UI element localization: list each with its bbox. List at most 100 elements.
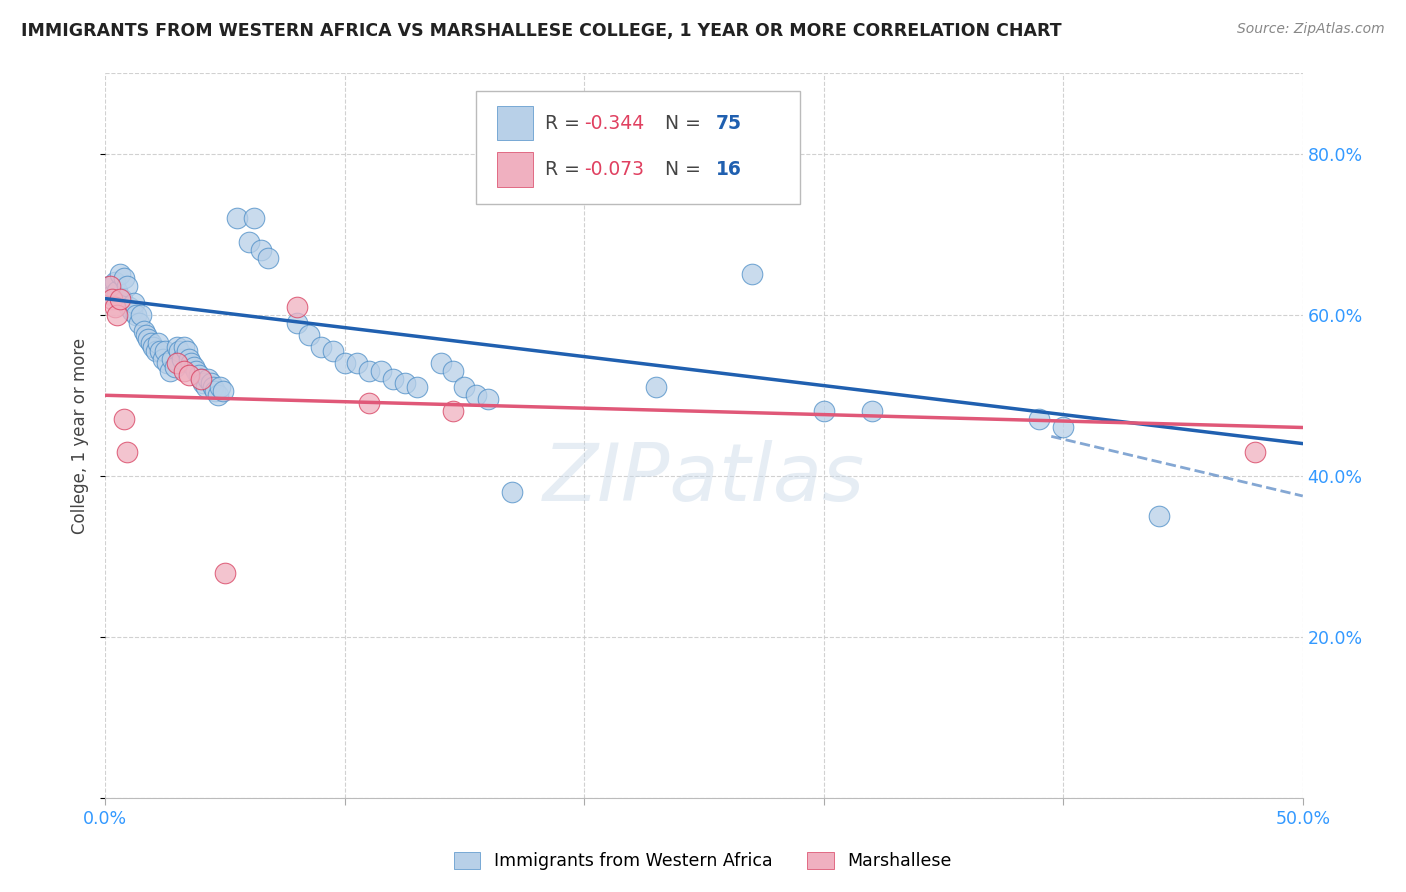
Point (104, 300, 127, 314)
Point (129, 308, 152, 322)
Point (429, 356, 451, 370)
Point (298, 327, 321, 342)
Point (173, 364, 195, 378)
Point (194, 380, 217, 394)
Point (121, 303, 143, 318)
Point (813, 404, 835, 418)
Point (441, 364, 464, 378)
Point (122, 295, 145, 310)
Point (176, 343, 198, 358)
Point (1244, 444, 1267, 458)
Text: ZIPatlas: ZIPatlas (543, 440, 865, 518)
Point (477, 392, 499, 407)
Text: 16: 16 (716, 160, 742, 179)
Point (135, 327, 157, 342)
Point (357, 364, 380, 378)
Point (132, 324, 155, 338)
Bar (496, 105, 533, 140)
Point (187, 368, 209, 383)
Point (136, 332, 159, 346)
Point (125, 308, 148, 322)
Point (257, 252, 280, 266)
Point (163, 360, 186, 375)
Point (183, 360, 205, 375)
Point (186, 364, 208, 378)
Point (309, 340, 332, 354)
Bar (496, 152, 533, 186)
Text: Source: ZipAtlas.com: Source: ZipAtlas.com (1237, 22, 1385, 37)
Point (111, 292, 134, 306)
FancyBboxPatch shape (477, 91, 800, 203)
Text: -0.073: -0.073 (585, 160, 644, 179)
Point (108, 268, 131, 282)
Point (1028, 412, 1050, 426)
Point (149, 343, 172, 358)
Point (250, 244, 273, 258)
Y-axis label: College, 1 year or more: College, 1 year or more (72, 337, 89, 533)
Point (115, 444, 138, 458)
Point (101, 292, 124, 306)
Point (112, 271, 135, 285)
Point (860, 404, 883, 418)
Point (166, 356, 188, 370)
Point (197, 372, 219, 386)
Text: IMMIGRANTS FROM WESTERN AFRICA VS MARSHALLESE COLLEGE, 1 YEAR OR MORE CORRELATIO: IMMIGRANTS FROM WESTERN AFRICA VS MARSHA… (21, 22, 1062, 40)
Point (166, 340, 188, 354)
Point (765, 170, 787, 185)
Point (242, 211, 264, 225)
Point (170, 351, 193, 366)
Point (405, 380, 427, 394)
Text: R =: R = (544, 113, 585, 133)
Text: N =: N = (647, 113, 706, 133)
Point (226, 211, 249, 225)
Point (177, 368, 200, 383)
Point (190, 372, 212, 386)
Point (322, 343, 344, 358)
Point (105, 308, 128, 322)
Point (501, 485, 523, 500)
Point (173, 340, 195, 354)
Point (238, 235, 260, 250)
Point (285, 300, 308, 314)
Point (98, 279, 121, 293)
Point (108, 292, 131, 306)
Point (381, 372, 404, 386)
Point (180, 356, 202, 370)
Point (156, 356, 179, 370)
Point (152, 351, 174, 366)
Point (346, 356, 368, 370)
Point (741, 268, 763, 282)
Text: 75: 75 (716, 113, 742, 133)
Text: N =: N = (647, 160, 706, 179)
Point (441, 404, 464, 418)
Point (211, 384, 233, 399)
Point (145, 343, 167, 358)
Point (333, 356, 356, 370)
Point (453, 380, 475, 394)
Point (128, 316, 150, 330)
Text: R =: R = (544, 160, 585, 179)
Point (370, 364, 392, 378)
Point (112, 412, 135, 426)
Point (465, 388, 488, 402)
Point (394, 376, 416, 391)
Point (204, 384, 226, 399)
Point (153, 343, 176, 358)
Point (105, 284, 128, 298)
Point (645, 380, 668, 394)
Point (101, 287, 124, 301)
Point (214, 566, 236, 580)
Point (1052, 420, 1074, 434)
Text: -0.344: -0.344 (585, 113, 644, 133)
Point (159, 364, 181, 378)
Point (177, 351, 200, 366)
Point (104, 276, 127, 290)
Point (118, 300, 141, 314)
Point (162, 351, 184, 366)
Point (201, 380, 224, 394)
Point (169, 343, 191, 358)
Point (1147, 509, 1170, 524)
Point (193, 376, 215, 391)
Point (98, 279, 121, 293)
Point (142, 340, 165, 354)
